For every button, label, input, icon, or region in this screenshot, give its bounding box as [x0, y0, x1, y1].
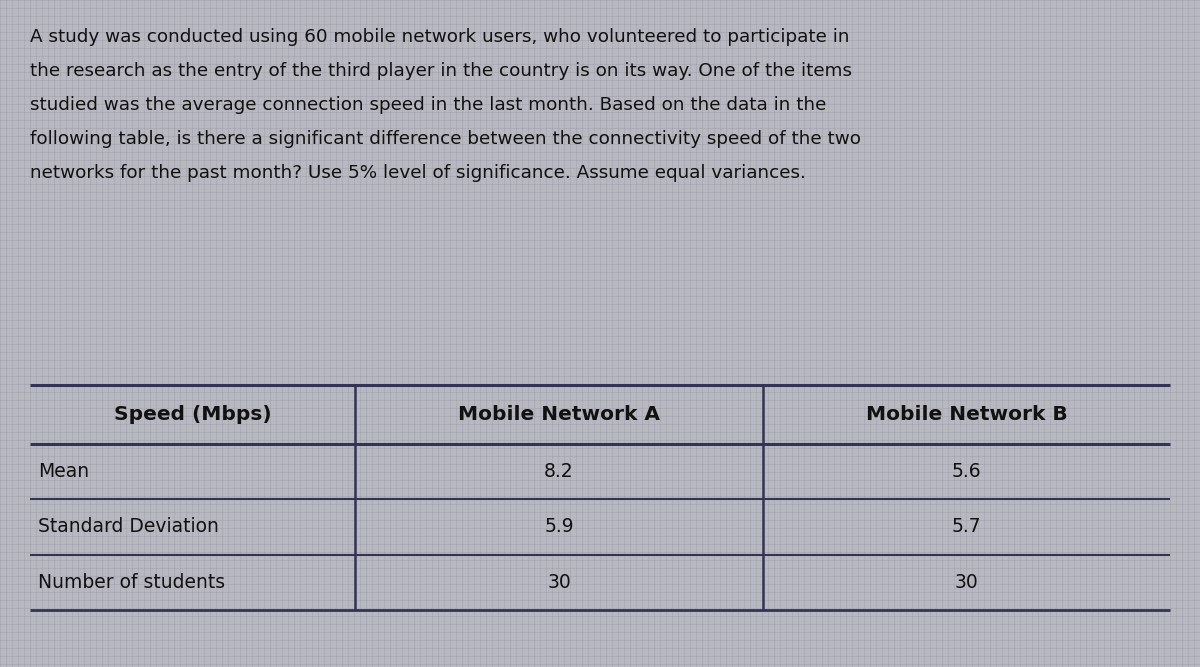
Text: Standard Deviation: Standard Deviation [38, 517, 218, 536]
Text: Mobile Network B: Mobile Network B [865, 405, 1067, 424]
Text: 5.6: 5.6 [952, 462, 982, 481]
Text: 8.2: 8.2 [544, 462, 574, 481]
Text: 30: 30 [547, 573, 571, 592]
Text: Number of students: Number of students [38, 573, 226, 592]
Text: following table, is there a significant difference between the connectivity spee: following table, is there a significant … [30, 130, 862, 148]
Text: A study was conducted using 60 mobile network users, who volunteered to particip: A study was conducted using 60 mobile ne… [30, 28, 850, 46]
Text: 30: 30 [955, 573, 978, 592]
Text: the research as the entry of the third player in the country is on its way. One : the research as the entry of the third p… [30, 62, 852, 80]
Text: 5.7: 5.7 [952, 517, 982, 536]
Text: Speed (Mbps): Speed (Mbps) [114, 405, 271, 424]
Text: Mean: Mean [38, 462, 89, 481]
Text: 5.9: 5.9 [544, 517, 574, 536]
Text: Mobile Network A: Mobile Network A [458, 405, 660, 424]
Text: studied was the average connection speed in the last month. Based on the data in: studied was the average connection speed… [30, 96, 827, 114]
Text: networks for the past month? Use 5% level of significance. Assume equal variance: networks for the past month? Use 5% leve… [30, 164, 806, 182]
